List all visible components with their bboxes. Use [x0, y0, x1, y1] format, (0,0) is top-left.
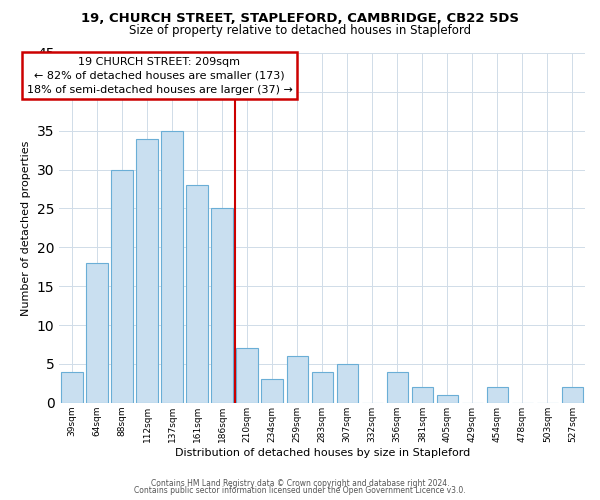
Bar	[337, 364, 358, 403]
Bar	[386, 372, 408, 403]
Bar	[562, 387, 583, 403]
Text: 19 CHURCH STREET: 209sqm
← 82% of detached houses are smaller (173)
18% of semi-: 19 CHURCH STREET: 209sqm ← 82% of detach…	[26, 57, 292, 95]
Y-axis label: Number of detached properties: Number of detached properties	[22, 140, 31, 316]
Bar	[412, 387, 433, 403]
Bar	[136, 138, 158, 403]
X-axis label: Distribution of detached houses by size in Stapleford: Distribution of detached houses by size …	[175, 448, 470, 458]
Bar	[287, 356, 308, 403]
Bar	[437, 395, 458, 403]
Bar	[487, 387, 508, 403]
Bar	[86, 263, 107, 403]
Bar	[236, 348, 258, 403]
Bar	[61, 372, 83, 403]
Bar	[211, 208, 233, 403]
Bar	[161, 130, 182, 403]
Bar	[187, 185, 208, 403]
Bar	[311, 372, 333, 403]
Text: Size of property relative to detached houses in Stapleford: Size of property relative to detached ho…	[129, 24, 471, 37]
Bar	[112, 170, 133, 403]
Text: 19, CHURCH STREET, STAPLEFORD, CAMBRIDGE, CB22 5DS: 19, CHURCH STREET, STAPLEFORD, CAMBRIDGE…	[81, 12, 519, 24]
Text: Contains public sector information licensed under the Open Government Licence v3: Contains public sector information licen…	[134, 486, 466, 495]
Bar	[262, 380, 283, 403]
Text: Contains HM Land Registry data © Crown copyright and database right 2024.: Contains HM Land Registry data © Crown c…	[151, 479, 449, 488]
